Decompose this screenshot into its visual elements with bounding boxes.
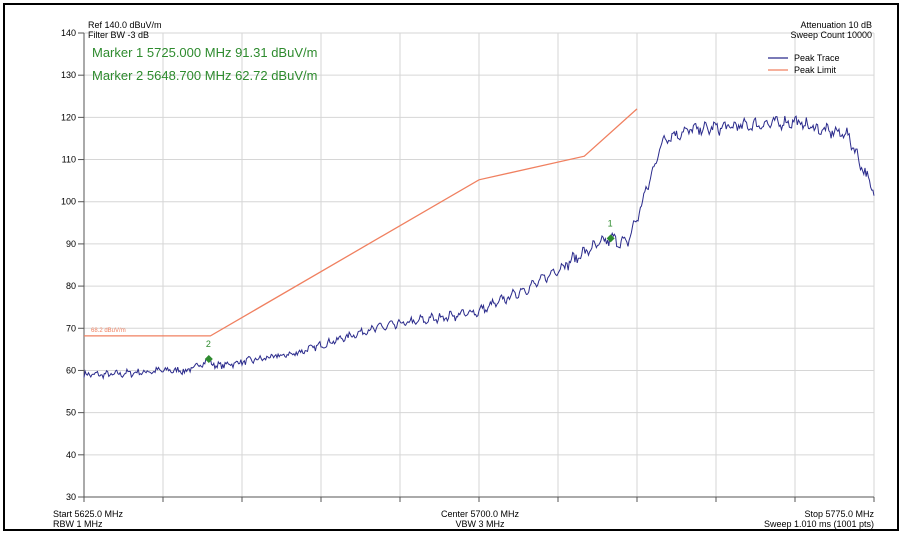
legend-label-peak-limit: Peak Limit <box>794 65 837 75</box>
y-tick-label: 100 <box>61 197 76 207</box>
attenuation-label: Attenuation 10 dB <box>800 20 872 30</box>
y-tick-label: 60 <box>66 365 76 375</box>
sweep-count-label: Sweep Count 10000 <box>790 30 872 40</box>
grid-lines <box>83 32 875 498</box>
y-tick-label: 70 <box>66 323 76 333</box>
y-tick-label: 110 <box>62 155 76 165</box>
peak-trace-line <box>83 115 875 381</box>
legend-label-peak-trace: Peak Trace <box>794 53 840 63</box>
center-freq-label: Center 5700.0 MHz <box>441 509 520 519</box>
x-axis-ticks <box>83 497 875 502</box>
y-tick-label: 80 <box>66 281 76 291</box>
ref-level-label: Ref 140.0 dBuV/m <box>88 20 162 30</box>
y-tick-label: 120 <box>61 112 76 122</box>
marker1-tag: 1 <box>608 218 613 228</box>
y-tick-label: 50 <box>66 408 76 418</box>
stop-freq-label: Stop 5775.0 MHz <box>804 509 874 519</box>
rbw-label: RBW 1 MHz <box>53 519 103 529</box>
y-tick-label: 40 <box>66 450 76 460</box>
marker1-readout: Marker 1 5725.000 MHz 91.31 dBuV/m <box>92 45 317 60</box>
peak-limit-line <box>84 108 638 337</box>
y-tick-label: 140 <box>61 28 76 38</box>
legend: Peak Trace Peak Limit <box>768 53 840 75</box>
vbw-label: VBW 3 MHz <box>455 519 505 529</box>
marker2-tag: 2 <box>206 339 211 349</box>
marker2-readout: Marker 2 5648.700 MHz 62.72 dBuV/m <box>92 68 317 83</box>
y-tick-label: 130 <box>61 70 76 80</box>
y-axis-ticks: 30 40 50 60 70 80 90 100 110 120 130 140 <box>61 28 84 502</box>
marker-1-point <box>606 234 615 243</box>
y-tick-label: 30 <box>66 492 76 502</box>
marker-2-point <box>204 354 213 363</box>
sweep-time-label: Sweep 1.010 ms (1001 pts) <box>764 519 874 529</box>
limit-value-label: 68.2 dBuV/m <box>91 328 126 334</box>
y-tick-label: 90 <box>66 239 76 249</box>
start-freq-label: Start 5625.0 MHz <box>53 509 124 519</box>
marker-points <box>204 234 615 363</box>
spectrum-analyzer-frame <box>3 3 899 531</box>
filter-bw-label: Filter BW -3 dB <box>88 30 149 40</box>
